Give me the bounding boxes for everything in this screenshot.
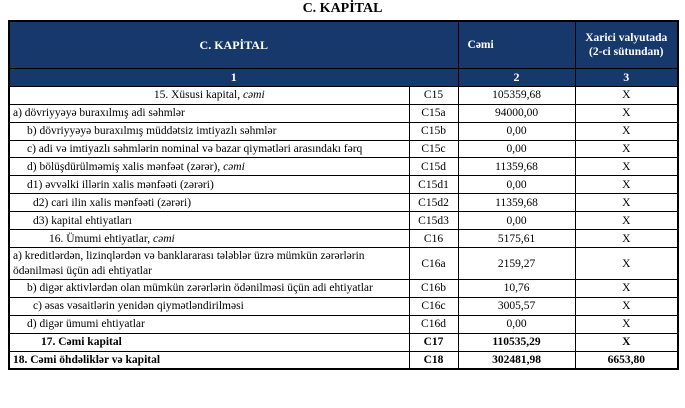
row-total: 0,00 — [457, 211, 576, 231]
row-total: 2159,27 — [457, 247, 576, 281]
row-total: 302481,98 — [457, 350, 576, 370]
table-row: c) əsas vəsaitlərin yenidən qiymətləndir… — [8, 296, 679, 316]
table-row: d2) cari ilin xalis mənfəəti (zərəri) C1… — [8, 193, 679, 213]
row-total: 0,00 — [457, 175, 576, 195]
table-row-total-liabilities-capital: 18. Cəmi öhdəliklər və kapital C18 30248… — [8, 350, 679, 370]
numbering-cell-3: 3 — [574, 68, 679, 87]
row-total: 0,00 — [457, 122, 576, 141]
row-code: C15d — [408, 157, 459, 177]
row-desc: 18. Cəmi öhdəliklər və kapital — [8, 350, 410, 370]
row-desc: d1) əvvəlki illərin xalis mənfəəti (zərə… — [8, 175, 410, 195]
row-code: C16 — [408, 229, 459, 249]
row-foreign: X — [574, 279, 679, 298]
row-foreign: X — [574, 104, 679, 123]
row-total: 110535,29 — [457, 332, 576, 352]
table-row: 16. Ümumi ehtiyatlar, cəmi C16 5175,61 X — [8, 229, 679, 249]
row-desc: a) kreditlərdən, lizinqlərdən və banklar… — [8, 247, 410, 281]
row-desc: 16. Ümumi ehtiyatlar, cəmi — [8, 229, 410, 249]
table-row: 15. Xüsusi kapital, cəmi C15 105359,68 X — [8, 86, 679, 105]
page-title: C. KAPİTAL — [302, 1, 383, 16]
row-foreign: X — [574, 122, 679, 141]
row-desc: d3) kapital ehtiyatları — [8, 211, 410, 231]
header-cell-total: Cəmi — [457, 20, 576, 69]
table-row: d) digər ümumi ehtiyatlar C16d 0,00 X — [8, 314, 679, 334]
table-row: a) kreditlərdən, lizinqlərdən və banklar… — [8, 247, 679, 281]
row-total: 105359,68 — [457, 86, 576, 105]
row-code: C16c — [408, 296, 459, 316]
header-cell-main: C. KAPİTAL — [8, 20, 459, 69]
row-foreign: X — [574, 211, 679, 231]
row-foreign: X — [574, 314, 679, 334]
row-foreign: 6653,80 — [574, 350, 679, 370]
table-row-total-capital: 17. Cəmi kapital C17 110535,29 X — [8, 332, 679, 352]
row-foreign: X — [574, 86, 679, 105]
row-foreign: X — [574, 332, 679, 352]
row-code: C15d1 — [408, 175, 459, 195]
capital-table: C. KAPİTAL Cəmi Xarici valyutada (2-ci s… — [8, 20, 680, 370]
row-foreign: X — [574, 157, 679, 177]
table-row: d3) kapital ehtiyatları C15d3 0,00 X — [8, 211, 679, 231]
row-code: C15 — [408, 86, 459, 105]
table-row: b) digər aktivlərdən olan mümkün zərərlə… — [8, 279, 679, 298]
table-row: b) dövriyyəyə buraxılmış müddətsiz imtiy… — [8, 122, 679, 141]
row-code: C15d3 — [408, 211, 459, 231]
row-total: 3005,57 — [457, 296, 576, 316]
row-code: C15a — [408, 104, 459, 123]
column-numbering-row: 1 2 3 — [8, 68, 679, 87]
row-total: 0,00 — [457, 139, 576, 159]
row-total: 0,00 — [457, 314, 576, 334]
table-header-row: C. KAPİTAL Cəmi Xarici valyutada (2-ci s… — [8, 20, 679, 69]
header-cell-foreign-currency: Xarici valyutada (2-ci sütundan) — [574, 20, 679, 69]
row-desc: 15. Xüsusi kapital, cəmi — [8, 86, 410, 105]
table-row: c) adi və imtiyazlı səhmlərin nominal və… — [8, 139, 679, 159]
row-desc: b) digər aktivlərdən olan mümkün zərərlə… — [8, 279, 410, 298]
row-total: 11359,68 — [457, 157, 576, 177]
table-row: d1) əvvəlki illərin xalis mənfəəti (zərə… — [8, 175, 679, 195]
row-total: 10,76 — [457, 279, 576, 298]
row-foreign: X — [574, 175, 679, 195]
row-desc: c) əsas vəsaitlərin yenidən qiymətləndir… — [8, 296, 410, 316]
row-code: C15d2 — [408, 193, 459, 213]
row-foreign: X — [574, 139, 679, 159]
row-total: 94000,00 — [457, 104, 576, 123]
row-desc: d2) cari ilin xalis mənfəəti (zərəri) — [8, 193, 410, 213]
row-code: C16a — [408, 247, 459, 281]
row-code: C15c — [408, 139, 459, 159]
row-total: 11359,68 — [457, 193, 576, 213]
row-code: C16b — [408, 279, 459, 298]
row-foreign: X — [574, 229, 679, 249]
row-foreign: X — [574, 193, 679, 213]
table-row: a) dövriyyəyə buraxılmış adi səhmlər C15… — [8, 104, 679, 123]
row-total: 5175,61 — [457, 229, 576, 249]
row-desc: d) bölüşdürülməmiş xalis mənfəət (zərər)… — [8, 157, 410, 177]
row-desc: c) adi və imtiyazlı səhmlərin nominal və… — [8, 139, 410, 159]
row-desc: 17. Cəmi kapital — [8, 332, 410, 352]
numbering-cell-1: 1 — [8, 68, 459, 87]
row-code: C15b — [408, 122, 459, 141]
row-desc: b) dövriyyəyə buraxılmış müddətsiz imtiy… — [8, 122, 410, 141]
row-code: C18 — [408, 350, 459, 370]
numbering-cell-2: 2 — [457, 68, 576, 87]
row-foreign: X — [574, 247, 679, 281]
row-desc: d) digər ümumi ehtiyatlar — [8, 314, 410, 334]
row-foreign: X — [574, 296, 679, 316]
row-code: C17 — [408, 332, 459, 352]
row-desc: a) dövriyyəyə buraxılmış adi səhmlər — [8, 104, 410, 123]
row-code: C16d — [408, 314, 459, 334]
table-row: d) bölüşdürülməmiş xalis mənfəət (zərər)… — [8, 157, 679, 177]
